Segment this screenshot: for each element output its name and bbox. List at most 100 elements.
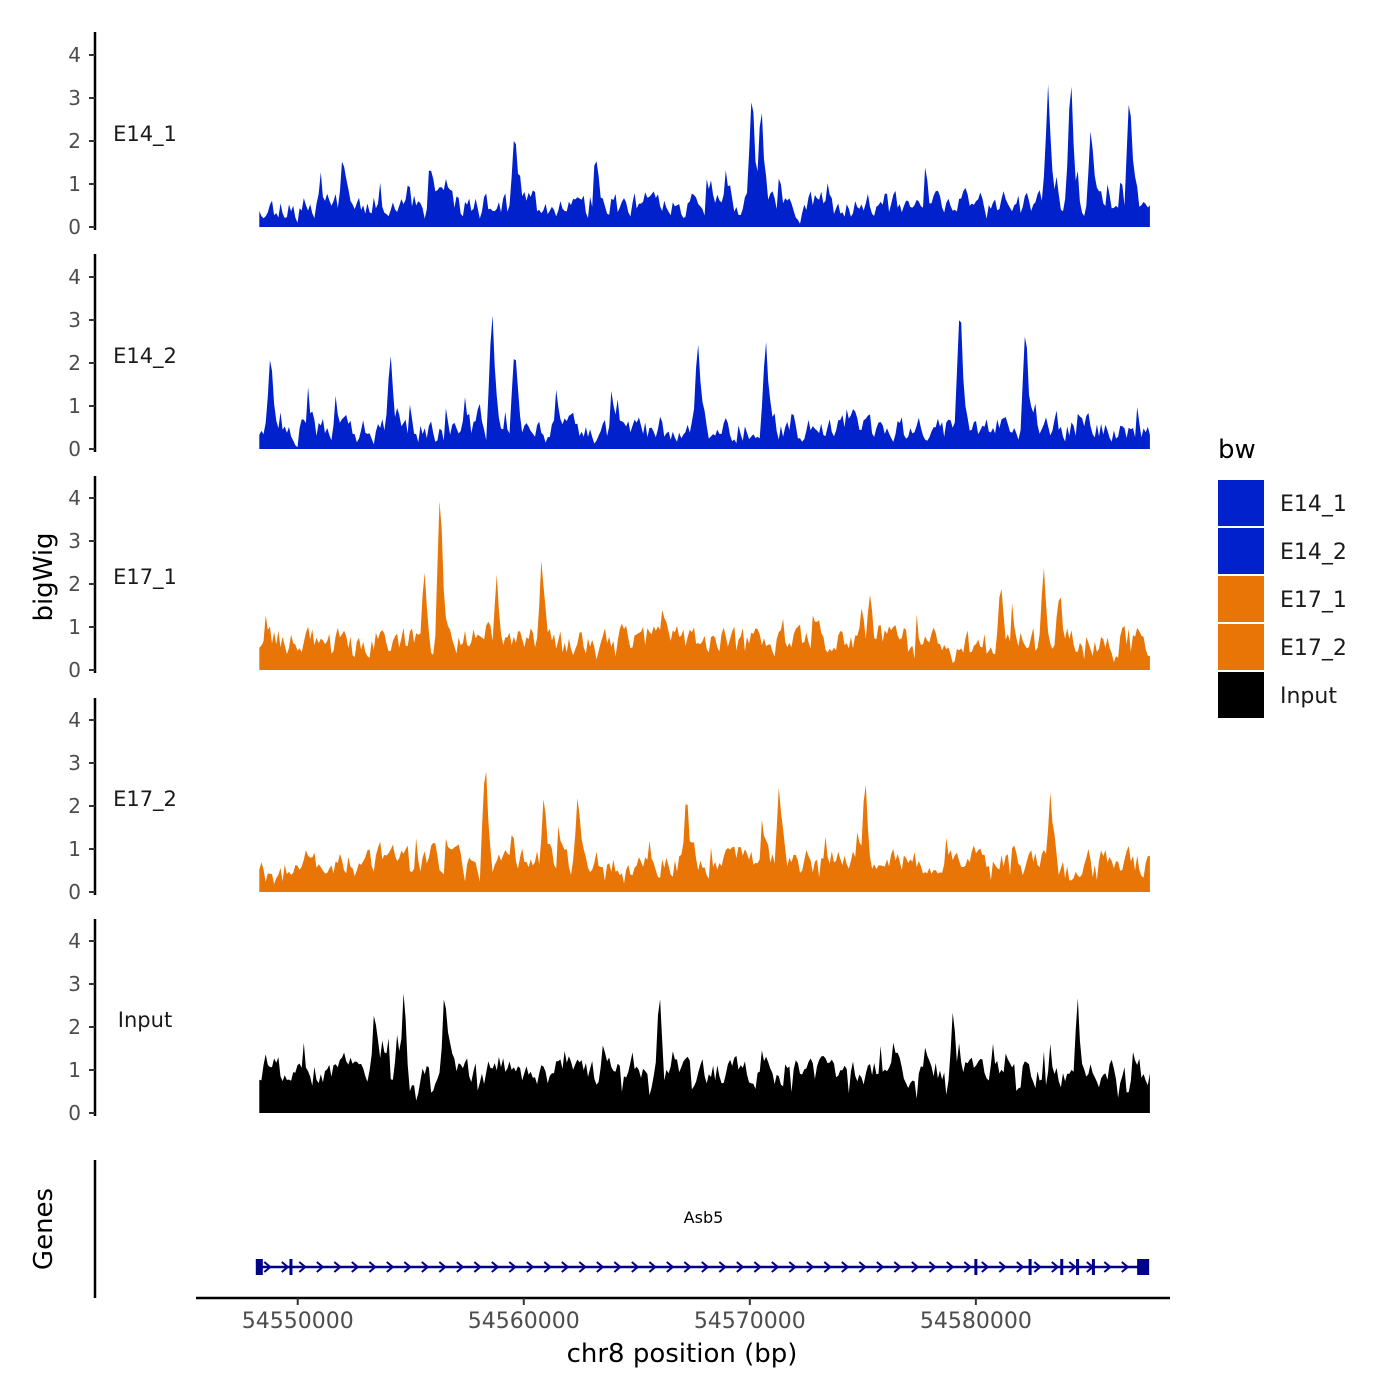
strand-arrow [806,1261,815,1273]
y-tick-label: 0 [68,1101,81,1125]
legend: bw E14_1 E14_2 E17_1 E17_2 Input [1218,435,1347,718]
strand-arrow [718,1261,727,1273]
strand-arrow [963,1261,972,1273]
strand-arrow [701,1261,710,1273]
y-tick-label: 3 [68,86,81,110]
strand-arrow [613,1261,622,1273]
legend-key [1218,480,1264,526]
strand-arrow [753,1261,762,1273]
signal-area [259,501,1150,670]
y-tick-label: 1 [68,172,81,196]
strand-arrow [998,1261,1007,1273]
track-label: E14_1 [113,122,177,147]
track-label: E17_2 [113,787,177,812]
strand-arrow [841,1261,850,1273]
legend-label: E14_1 [1280,492,1347,517]
strand-arrow [351,1261,360,1273]
legend-key [1218,672,1264,718]
genes-axis-title: Genes [29,1188,59,1270]
strand-arrow [1121,1261,1130,1273]
y-tick-label: 0 [68,658,81,682]
strand-arrow [631,1261,640,1273]
exon [1028,1259,1032,1275]
y-tick-label: 3 [68,751,81,775]
strand-arrow [491,1261,500,1273]
x-tick-label: 54570000 [694,1309,806,1334]
track-e14-1: 0 1 2 3 4 E14_1 [68,32,1150,239]
x-tick-label: 54580000 [920,1309,1032,1334]
y-tick-label: 4 [68,708,81,732]
y-tick-label: 0 [68,437,81,461]
y-tick-label: 2 [68,1015,81,1039]
y-tick-label: 1 [68,615,81,639]
signal-area [259,84,1150,227]
legend-label: E17_2 [1280,636,1347,661]
strand-arrow [911,1261,920,1273]
y-tick-label: 0 [68,880,81,904]
strand-arrow [823,1261,832,1273]
strand-arrow [526,1261,535,1273]
strand-arrow [648,1261,657,1273]
x-tick-label: 54550000 [242,1309,354,1334]
tracks: 0 1 2 3 4 E14_1 0 1 2 3 4 E14_2 0 1 2 3 4 E17_1 0 1 2 3 4 E17_2… [68,32,1150,1125]
y-tick-label: 4 [68,486,81,510]
strand-arrow [403,1261,412,1273]
y-tick-label: 4 [68,265,81,289]
strand-arrow [1016,1261,1025,1273]
legend-key [1218,624,1264,670]
x-axis: 54550000 54560000 54570000 54580000 [196,1296,1170,1334]
y-tick-label: 4 [68,43,81,67]
strand-arrow [281,1261,290,1273]
track-label: E14_2 [113,344,177,369]
track-input: 0 1 2 3 4 Input [68,919,1150,1125]
y-tick-label: 0 [68,215,81,239]
strand-arrow [561,1261,570,1273]
exon [1076,1259,1080,1275]
gene-track: Asb5 [93,1160,1150,1298]
strand-arrow [946,1261,955,1273]
track-label: E17_1 [113,565,177,590]
y-tick-label: 4 [68,929,81,953]
track-e14-2: 0 1 2 3 4 E14_2 [68,254,1150,461]
gene-label: Asb5 [684,1208,724,1227]
strand-arrow [1103,1261,1112,1273]
strand-arrow [456,1261,465,1273]
y-tick-label: 3 [68,529,81,553]
strand-arrow [1033,1261,1042,1273]
strand-arrow [333,1261,342,1273]
legend-label: E17_1 [1280,588,1347,613]
strand-arrow [771,1261,780,1273]
strand-arrow [473,1261,482,1273]
strand-arrow [386,1261,395,1273]
y-tick-label: 3 [68,972,81,996]
y-tick-label: 1 [68,1058,81,1082]
y-tick-label: 2 [68,572,81,596]
strand-arrow [368,1261,377,1273]
strand-arrow [858,1261,867,1273]
legend-key [1218,528,1264,574]
y-tick-label: 2 [68,794,81,818]
strand-arrow [1051,1261,1060,1273]
strand-arrow [876,1261,885,1273]
strand-arrow [578,1261,587,1273]
legend-title: bw [1218,435,1256,465]
strand-arrow [543,1261,552,1273]
strand-arrow [981,1261,990,1273]
x-tick-label: 54560000 [468,1309,580,1334]
strand-arrow [316,1261,325,1273]
y-tick-label: 2 [68,129,81,153]
x-axis-title: chr8 position (bp) [567,1339,798,1369]
y-tick-label: 1 [68,394,81,418]
exon [1060,1259,1064,1275]
track-e17-2: 0 1 2 3 4 E17_2 [68,698,1150,904]
strand-arrow [788,1261,797,1273]
strand-arrow [928,1261,937,1273]
strand-arrow [421,1261,430,1273]
strand-arrow [666,1261,675,1273]
strand-arrow [298,1261,307,1273]
legend-label: E14_2 [1280,540,1347,565]
track-e17-1: 0 1 2 3 4 E17_1 [68,476,1150,682]
legend-key [1218,576,1264,622]
exon [255,1259,263,1275]
